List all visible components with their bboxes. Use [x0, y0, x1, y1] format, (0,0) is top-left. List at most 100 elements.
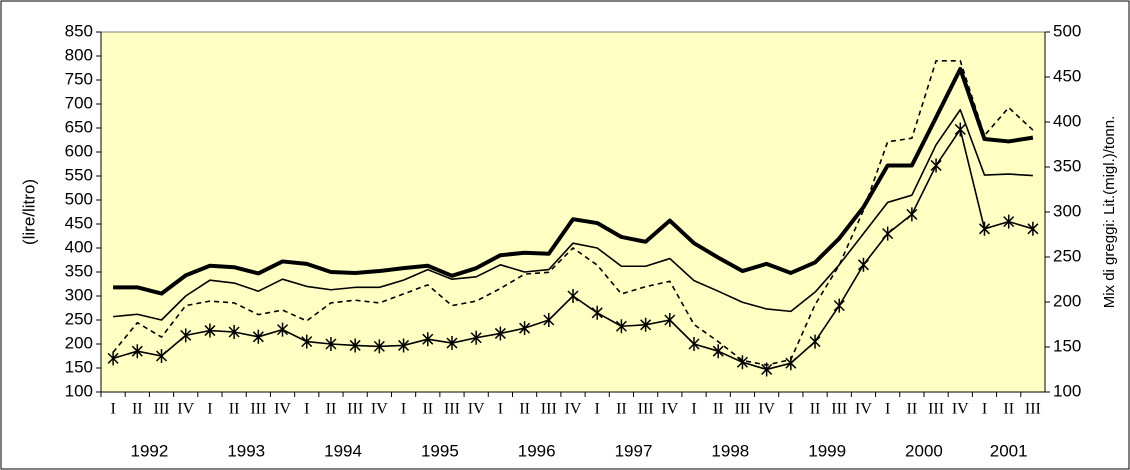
- plot-area: [100, 31, 1046, 393]
- x-tick-label: II: [519, 401, 530, 418]
- asterisk-marker: [615, 319, 627, 334]
- x-tick-label: I: [207, 401, 212, 418]
- asterisk-marker: [325, 337, 337, 351]
- x-tick-label: IV: [274, 401, 291, 418]
- year-label: 1995: [421, 441, 459, 460]
- asterisk-marker: [882, 226, 894, 241]
- asterisk-marker: [107, 351, 119, 366]
- year-label: 1994: [324, 441, 362, 460]
- y-tick-label: 850: [65, 21, 93, 40]
- x-tick-label: II: [1003, 401, 1014, 418]
- year-label: 1993: [227, 441, 265, 460]
- asterisk-marker: [446, 336, 458, 351]
- asterisk-marker: [494, 326, 506, 341]
- x-tick-label: III: [638, 401, 654, 418]
- y-tick-label: 350: [65, 261, 93, 280]
- x-tick-label: III: [734, 401, 750, 418]
- x-tick-label: II: [326, 401, 337, 418]
- x-tick-label: IV: [952, 401, 969, 418]
- x-tick-label: II: [713, 401, 724, 418]
- series-line: [113, 108, 1033, 321]
- asterisk-marker: [398, 338, 410, 353]
- x-tick-label: I: [885, 401, 890, 418]
- x-tick-label: II: [810, 401, 821, 418]
- asterisk-marker: [857, 257, 869, 272]
- y2-tick-label: 100: [1053, 381, 1081, 400]
- asterisk-marker: [664, 313, 676, 327]
- x-tick-label: IV: [855, 401, 872, 418]
- year-label: 2000: [905, 441, 943, 460]
- y-tick-label: 550: [65, 165, 93, 184]
- x-tick-label: I: [498, 401, 503, 418]
- asterisk-marker: [155, 349, 168, 363]
- y2-tick-label: 400: [1053, 111, 1081, 130]
- asterisk-marker: [301, 334, 313, 349]
- y2-tick-label: 200: [1053, 291, 1081, 310]
- asterisk-marker: [180, 328, 192, 343]
- asterisk-marker: [349, 338, 361, 353]
- y-tick-label: 450: [65, 213, 93, 232]
- x-tick-label: II: [229, 401, 240, 418]
- year-label: 1992: [130, 441, 168, 460]
- x-tick-label: III: [250, 401, 266, 418]
- y-tick-label: 100: [65, 381, 93, 400]
- y-tick-label: 700: [65, 93, 93, 112]
- x-tick-label: II: [616, 401, 627, 418]
- asterisk-marker: [373, 339, 385, 354]
- year-label: 1996: [518, 441, 556, 460]
- year-label: 1997: [615, 441, 653, 460]
- x-tick-label: IV: [468, 401, 485, 418]
- asterisk-marker: [1027, 221, 1039, 236]
- year-label: 2001: [990, 441, 1028, 460]
- x-tick-label: IV: [661, 401, 678, 418]
- x-tick-label: II: [907, 401, 918, 418]
- x-tick-label: I: [401, 401, 406, 418]
- y-tick-label: 150: [65, 357, 93, 376]
- year-label: 1998: [711, 441, 749, 460]
- series-line: [113, 66, 1034, 296]
- asterisk-marker: [640, 317, 652, 332]
- y2-tick-label: 350: [1053, 156, 1081, 175]
- y-tick-label: 650: [65, 117, 93, 136]
- y2-tick-label: 300: [1053, 201, 1081, 220]
- y-tick-label: 500: [65, 189, 93, 208]
- x-tick-label: III: [831, 401, 847, 418]
- asterisk-marker: [712, 344, 724, 359]
- asterisk-marker: [688, 337, 700, 351]
- x-tick-label: IV: [758, 401, 775, 418]
- x-tick-label: III: [928, 401, 944, 418]
- y-tick-label: 800: [65, 45, 93, 64]
- y2-tick-label: 500: [1053, 21, 1081, 40]
- x-tick-label: III: [444, 401, 460, 418]
- x-tick-label: III: [347, 401, 363, 418]
- asterisk-marker: [809, 334, 821, 349]
- asterisk-marker: [470, 330, 482, 345]
- x-tick-label: I: [788, 401, 793, 418]
- asterisk-marker: [543, 313, 555, 327]
- y2-axis-label: Mix di greggi: Lit.(migl.)/tonn.: [1101, 116, 1118, 309]
- y-tick-label: 750: [65, 69, 93, 88]
- asterisk-marker: [591, 305, 603, 320]
- x-tick-label: IV: [371, 401, 388, 418]
- x-tick-label: I: [304, 401, 309, 418]
- asterisk-marker: [1003, 214, 1015, 229]
- x-tick-label: II: [422, 401, 433, 418]
- asterisk-marker: [277, 322, 289, 337]
- x-tick-label: III: [1025, 401, 1041, 418]
- asterisk-marker: [131, 344, 143, 359]
- asterisk-marker: [978, 221, 991, 236]
- y-tick-label: 400: [65, 237, 93, 256]
- asterisk-marker: [906, 207, 918, 222]
- x-tick-label: I: [691, 401, 696, 418]
- y2-tick-label: 450: [1053, 66, 1081, 85]
- asterisk-marker: [519, 321, 531, 336]
- y-tick-label: 600: [65, 141, 93, 160]
- asterisk-marker: [204, 323, 216, 338]
- y2-tick-label: 250: [1053, 246, 1081, 265]
- asterisk-marker: [228, 325, 240, 339]
- x-tick-label: III: [154, 401, 170, 418]
- y-tick-label: 200: [65, 333, 93, 352]
- x-tick-label: I: [982, 401, 987, 418]
- asterisk-marker: [833, 298, 845, 313]
